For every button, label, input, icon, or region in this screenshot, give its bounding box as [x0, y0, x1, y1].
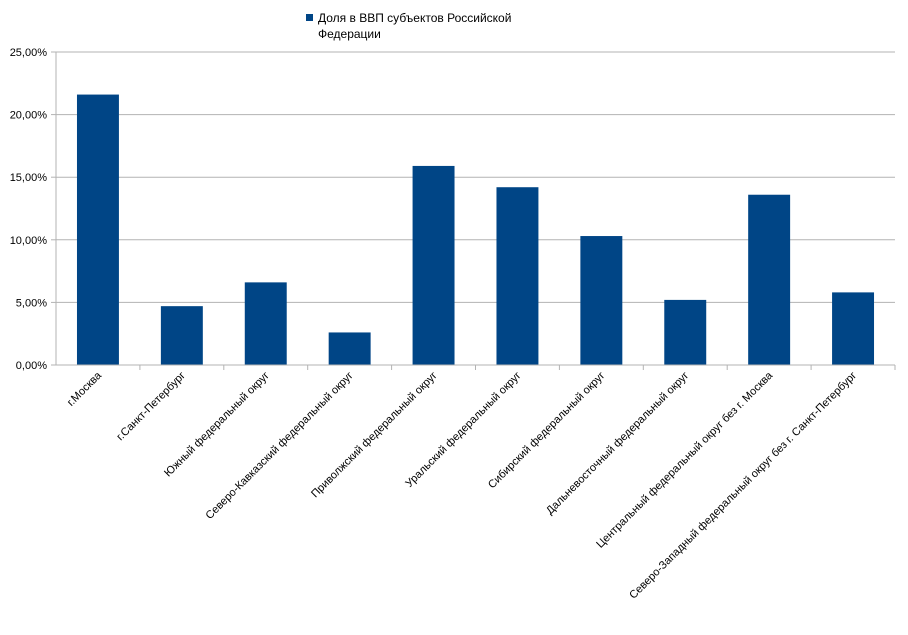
bar: [244, 282, 287, 365]
x-tick-label: г.Санкт-Петербург: [114, 370, 188, 444]
y-tick-label: 10,00%: [10, 235, 48, 247]
x-tick-label: Дальневосточный федеральный округ: [544, 370, 691, 517]
bar: [160, 306, 203, 365]
bar: [328, 332, 371, 365]
y-tick-label: 25,00%: [10, 47, 48, 59]
legend-label: Доля в ВВП субъектов Российской Федераци…: [318, 11, 512, 41]
bar: [832, 292, 875, 365]
y-tick-label: 15,00%: [10, 172, 48, 184]
axes: [55, 52, 896, 370]
x-tick-label: Центральный федеральный округ без г. Мос…: [594, 369, 776, 551]
y-tick-label: 20,00%: [10, 110, 48, 122]
x-tick-label: г.Москва: [65, 369, 105, 409]
y-tick-label: 5,00%: [16, 297, 47, 309]
bar: [496, 187, 539, 365]
bar: [412, 165, 455, 365]
legend: Доля в ВВП субъектов Российской Федераци…: [306, 10, 546, 42]
legend-swatch: [306, 14, 313, 21]
bar: [748, 194, 791, 365]
x-tick-label: Северо-Кавказский федеральный округ: [204, 370, 356, 522]
y-tick-label: 0,00%: [16, 360, 47, 372]
bar: [664, 299, 707, 365]
grid-lines: [51, 51, 895, 366]
bar: [76, 94, 119, 366]
bars: [76, 94, 875, 366]
bar: [580, 236, 623, 365]
y-axis-tick-labels: 0,00% 5,00% 10,00% 15,00% 20,00% 25,00%: [10, 47, 48, 372]
